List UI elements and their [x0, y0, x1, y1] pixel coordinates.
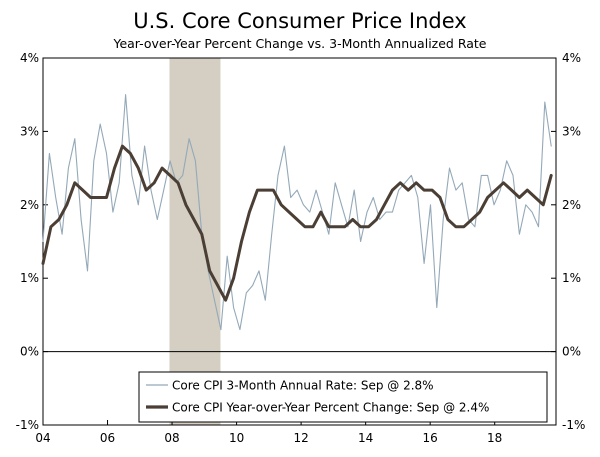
y-tick-label-right: 3%: [562, 124, 581, 138]
series-line-3-month-rate: [42, 94, 552, 331]
x-tick-label: 12: [293, 431, 308, 445]
x-tick-label: 04: [35, 431, 50, 445]
series-line-year-over-year: [41, 144, 553, 302]
legend-label-year-over-year: Core CPI Year-over-Year Percent Change: …: [172, 401, 489, 415]
y-tick-label-right: 1%: [562, 271, 581, 285]
x-tick-label: 18: [487, 431, 502, 445]
y-tick-label-right: 0%: [562, 345, 581, 359]
legend: Core CPI 3-Month Annual Rate: Sep @ 2.8%…: [138, 371, 548, 423]
y-tick-label-right: -1%: [562, 418, 585, 432]
y-tick-label-left: 4%: [20, 51, 39, 65]
recession-shading: [169, 58, 221, 425]
plot-frame: [42, 57, 557, 426]
x-tick-label: 14: [358, 431, 373, 445]
plot-area: -1% -1% 0% 0% 1% 1% 2% 2% 3% 3% 4% 4% 04 06 08 10 12 14 16…: [16, 51, 586, 445]
y-tick-label-left: 0%: [20, 345, 39, 359]
y-tick-label-right: 2%: [562, 198, 581, 212]
legend-box: [138, 371, 548, 423]
y-tick-label-left: 2%: [20, 198, 39, 212]
y-tick-label-left: 3%: [20, 124, 39, 138]
chart-title: U.S. Core Consumer Price Index: [133, 9, 466, 33]
chart-subtitle: Year-over-Year Percent Change vs. 3-Mont…: [112, 36, 486, 51]
x-tick-label: 16: [423, 431, 438, 445]
y-tick-label-left: -1%: [16, 418, 39, 432]
x-tick-label: 06: [100, 431, 115, 445]
x-tick-label: 08: [164, 431, 179, 445]
y-tick-label-left: 1%: [20, 271, 39, 285]
legend-label-3-month-rate: Core CPI 3-Month Annual Rate: Sep @ 2.8%: [172, 379, 434, 393]
y-tick-label-right: 4%: [562, 51, 581, 65]
x-tick-label: 10: [229, 431, 244, 445]
